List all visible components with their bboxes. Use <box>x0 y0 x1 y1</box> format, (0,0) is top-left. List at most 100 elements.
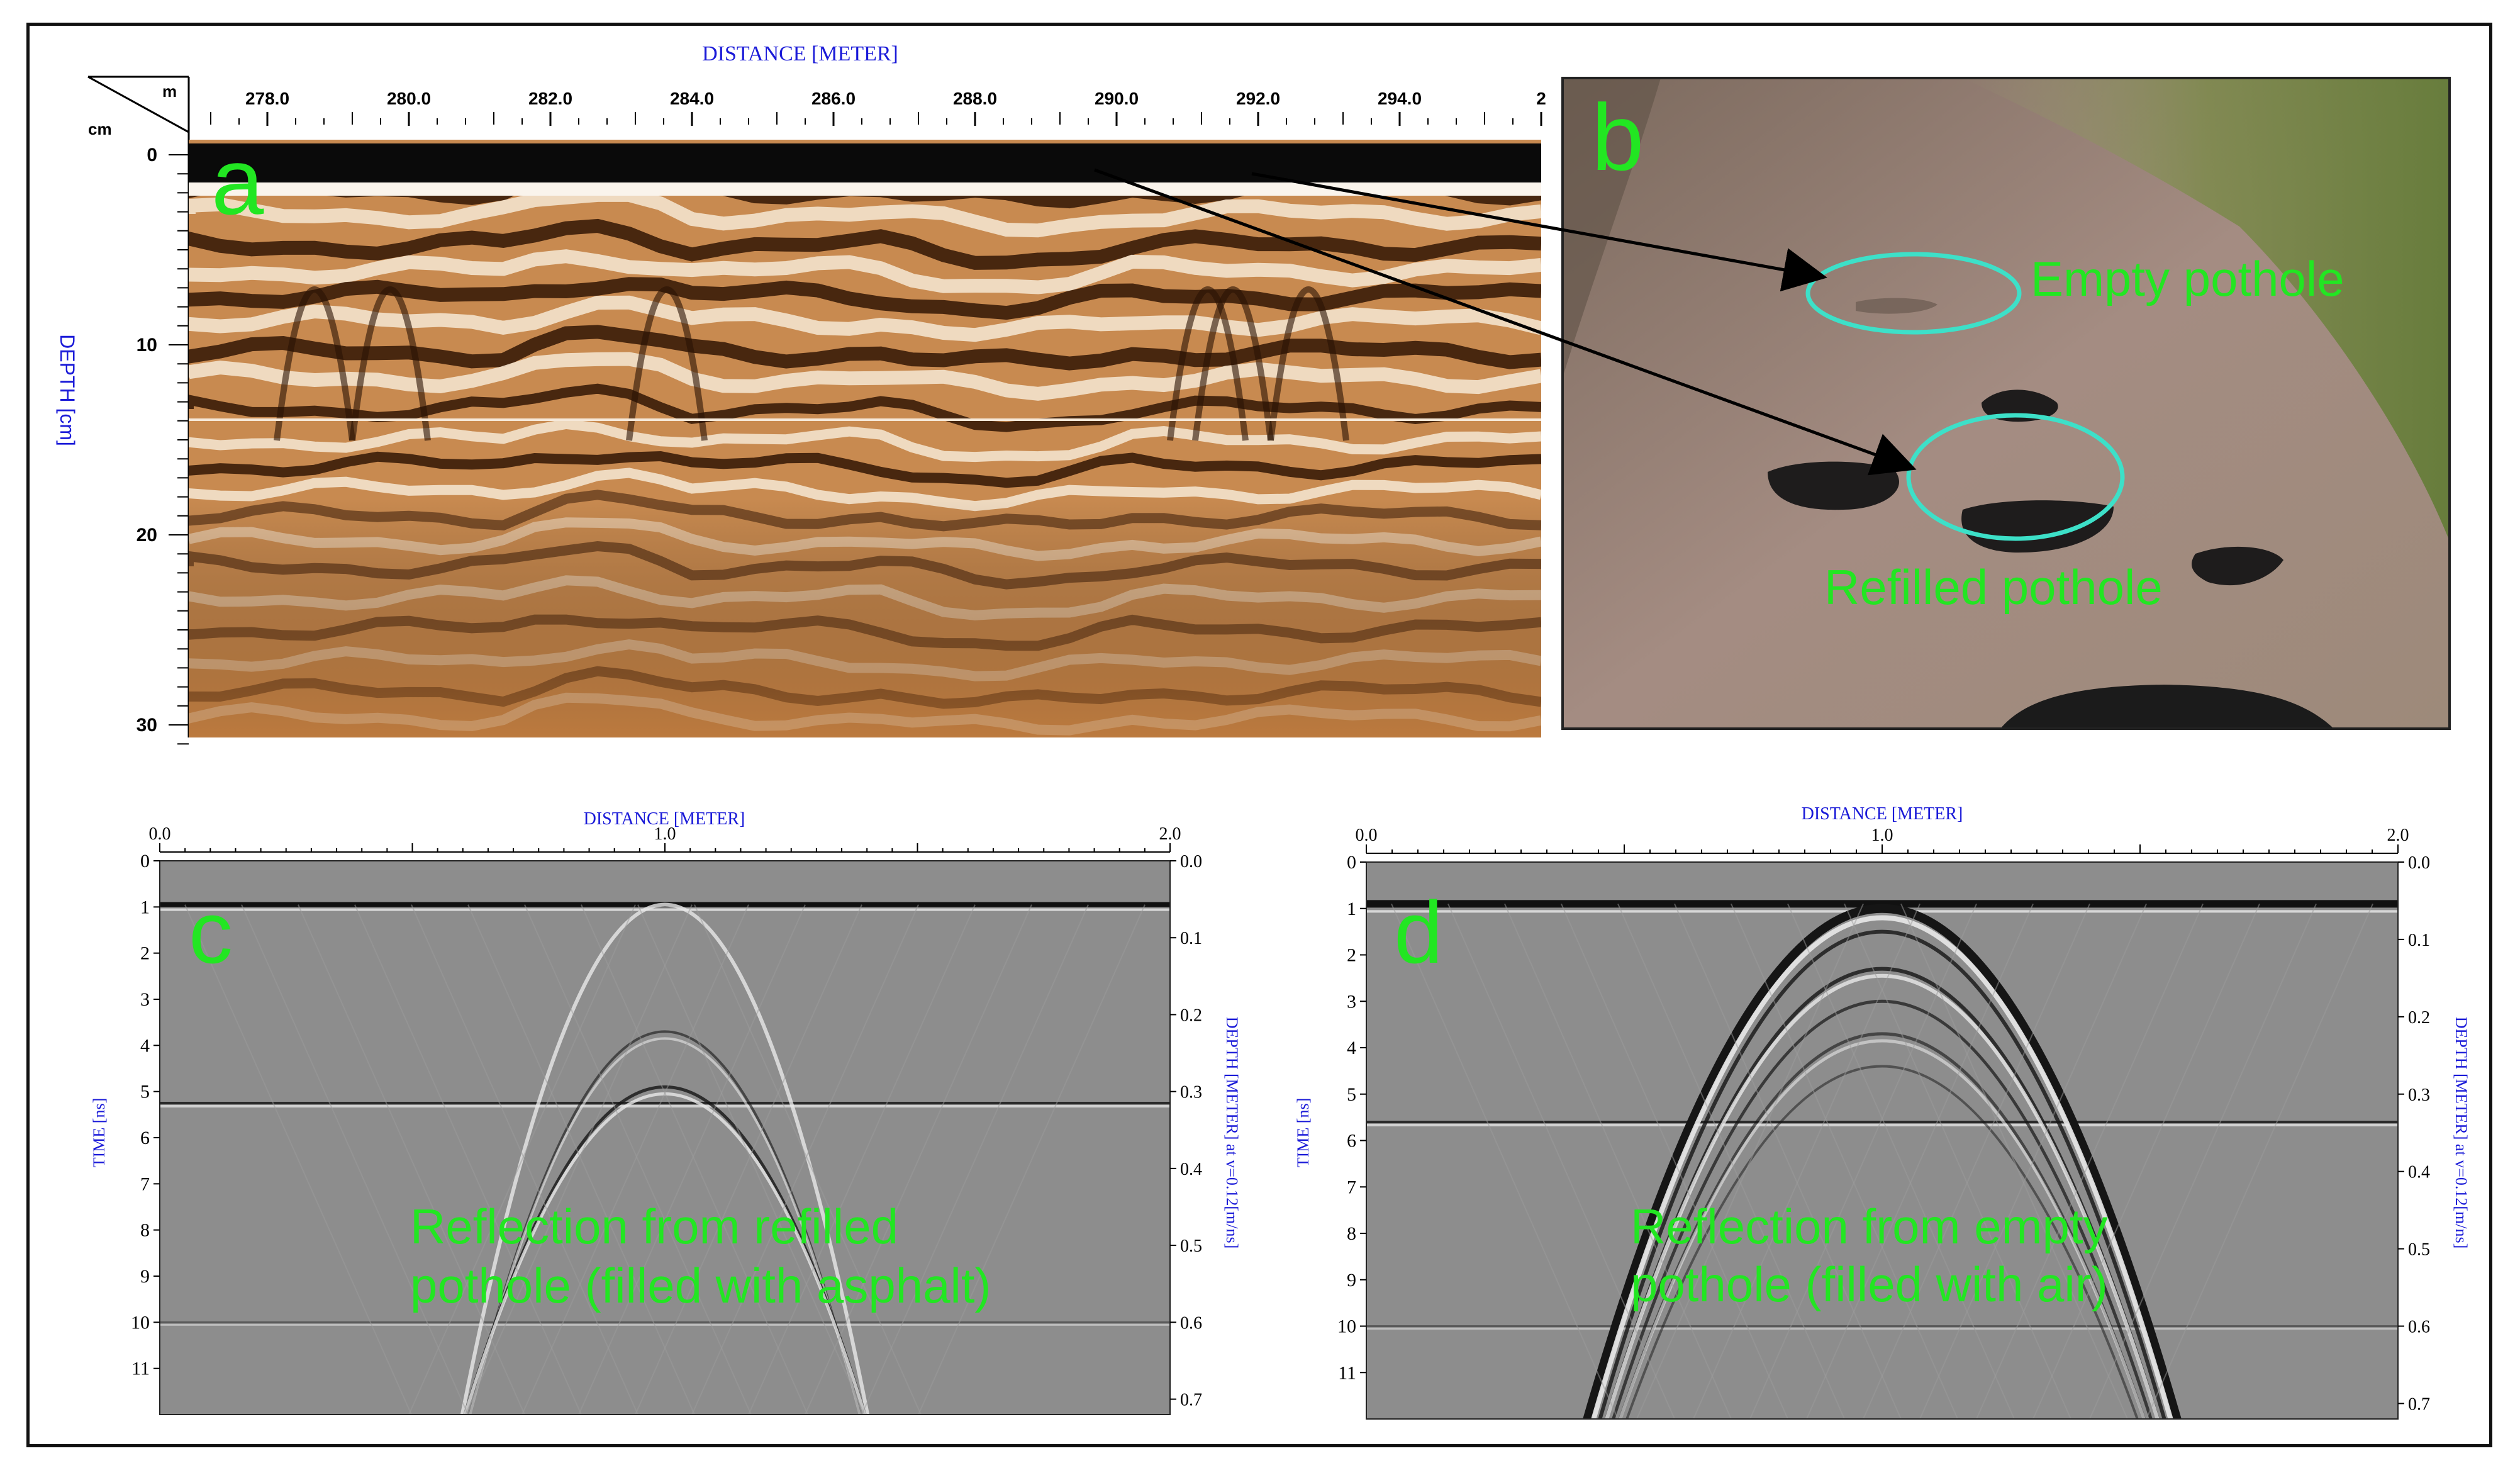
panel_c-time-tick-label: 4 <box>140 1035 150 1056</box>
panel-a-x-ticks: 278.0 280.0 282.0 284.0 286.0 288.0 290.0 292.0… <box>210 89 1546 126</box>
panel_c-diffraction-line <box>637 904 865 1415</box>
panel_d-hyperbola <box>1583 904 2182 1419</box>
road-edge-left <box>1563 78 1661 378</box>
panel-a-x-tick-label: 288.0 <box>953 89 997 108</box>
panel_d-hyperbola <box>1605 973 2160 1419</box>
panel_c-diffraction-line <box>465 904 693 1415</box>
panel_d-diffraction-line <box>1617 903 1845 1419</box>
panel_d-diffraction-line <box>2146 903 2373 1419</box>
panel-a-y-ticks: 0 10 20 30 <box>137 145 189 745</box>
panel_c-diffraction-line <box>918 904 1146 1415</box>
panel_d-time-tick-label: 10 <box>1337 1316 1356 1337</box>
panel-c-depth-label: DEPTH [METER] at v=0.12[m/ns] <box>1223 1017 1241 1249</box>
panel_c-time-tick-label: 3 <box>140 989 150 1010</box>
panel_c-time-tick-label: 1 <box>140 897 150 917</box>
panel_d-diffraction-line <box>1391 903 1619 1419</box>
panel_c-time-tick-label: 8 <box>140 1220 150 1241</box>
panel_c-depth-tick-label: 0.1 <box>1180 929 1202 948</box>
panel_c-diffraction-line <box>581 904 808 1415</box>
panel_d-diffraction-line <box>1674 903 1902 1419</box>
panel-a-letter: a <box>211 128 264 234</box>
empty-pothole-ellipse <box>1805 252 2022 335</box>
panel_d-depth-tick-label: 0.5 <box>2408 1240 2430 1260</box>
panel-d-depth-label: DEPTH [METER] at v=0.12[m/ns] <box>2452 1017 2470 1249</box>
panel_d-depth-tick-label: 0.3 <box>2408 1085 2430 1105</box>
panel-d-image <box>1366 862 2398 1419</box>
panel_d-diffraction-line <box>1976 903 2204 1419</box>
panel-a-y-tick-label: 10 <box>137 335 157 356</box>
panel-a-x-tick-label: 278.0 <box>245 89 289 108</box>
panel-a-x-tick-label: 290.0 <box>1095 89 1139 108</box>
panel-a-x-tick-label: 286.0 <box>811 89 856 108</box>
panel_c-time-tick-label: 5 <box>140 1082 150 1102</box>
panel_d-diffraction-line <box>1504 903 1732 1419</box>
panel-d-time-label: TIME [ns] <box>1294 1098 1312 1167</box>
panel_d-x-tick-label: 0.0 <box>1356 826 1378 845</box>
panel_d-time-tick-label: 4 <box>1347 1038 1356 1058</box>
figure-frame <box>26 23 2492 1447</box>
panel-d-simulation: DISTANCE [METER] 0.0 1.0 2.0 0 1 2 3 4 5 6 7 8 9 10 11… <box>1294 804 2470 1420</box>
panel_d-hyperbola <box>1612 999 2153 1419</box>
panel_c-diffraction-line <box>578 904 806 1415</box>
panel_d-depth-tick-label: 0.0 <box>2408 853 2430 873</box>
panel_d-hyperbola <box>1625 1065 2139 1419</box>
panel_c-time-tick-label: 0 <box>140 851 150 872</box>
panel-a-y-tick-label: 20 <box>137 525 157 546</box>
corner-diagonal <box>87 76 189 133</box>
panel_c-diffraction-line <box>861 904 1089 1415</box>
panel_c-diffraction-line <box>408 904 636 1415</box>
panel_c-depth-tick-label: 0.3 <box>1180 1083 1202 1102</box>
panel_c-diffraction-line <box>694 904 922 1415</box>
panel_d-time-tick-label: 7 <box>1347 1177 1356 1197</box>
panel_d-time-tick-label: 2 <box>1347 945 1356 966</box>
panel_c-diffraction-line <box>635 904 862 1415</box>
panel_c-diffraction-line <box>467 904 695 1415</box>
panel-d-axis-title: DISTANCE [METER] <box>1802 804 1963 824</box>
panel_d-time-tick-label: 6 <box>1347 1131 1356 1152</box>
panel-a-x-tick-label: 282.0 <box>528 89 572 108</box>
panel_c-depth-tick-label: 0.6 <box>1180 1313 1202 1333</box>
panel_c-time-tick-label: 9 <box>140 1266 150 1287</box>
panel_d-diffraction-line <box>1561 903 1788 1419</box>
arrow-to-empty-pothole <box>1251 172 1827 292</box>
arrow-to-refilled-pothole <box>1094 168 1917 476</box>
panel-c-axis-title: DISTANCE [METER] <box>584 809 745 829</box>
panel-b-photo: b Empty pothole Refilled pothole <box>1561 77 2451 730</box>
panel_d-time-tick-label: 8 <box>1347 1223 1356 1244</box>
panel_d-diffraction-line <box>1806 903 2034 1419</box>
panel_d-depth-tick-label: 0.6 <box>2408 1318 2430 1337</box>
panel-a-x-tick-label: 280.0 <box>387 89 431 108</box>
panel_c-depth-tick-label: 0.0 <box>1180 852 1202 872</box>
panel_c-time-tick-label: 7 <box>140 1174 150 1194</box>
panel_d-depth-tick-label: 0.7 <box>2408 1394 2430 1414</box>
panel_c-depth-tick-label: 0.5 <box>1180 1236 1202 1256</box>
panel-a-y-tick-label: 30 <box>137 715 157 736</box>
panel-a-x-tick-label: 2 <box>1536 89 1546 108</box>
panel-a-radargram: DISTANCE [METER] m cm 278.0 280.0 282.0 284… <box>56 42 1546 745</box>
panel-a-unit-cm: cm <box>88 120 112 138</box>
panel_d-diffraction-line <box>1863 903 2090 1419</box>
vehicle-hood <box>2000 685 2334 729</box>
panel_d-hyperbola <box>1591 915 2173 1419</box>
panel-a-x-tick-label: 292.0 <box>1236 89 1280 108</box>
panel_c-diffraction-line <box>691 904 919 1415</box>
panel-d-annotation-line1: Reflection from empty <box>1631 1199 2108 1254</box>
grass-area <box>1963 78 2450 541</box>
panel_d-time-tick-label: 3 <box>1347 991 1356 1012</box>
panel_d-time-tick-label: 5 <box>1347 1084 1356 1105</box>
panel-c-time-label: TIME [ns] <box>90 1098 108 1167</box>
panel-a-image <box>189 140 1541 737</box>
panel_d-diffraction-line <box>1731 903 1958 1419</box>
panel_c-time-tick-label: 11 <box>131 1359 150 1379</box>
panel_c-diffraction-line <box>354 904 582 1415</box>
panel_c-time-tick-label: 10 <box>131 1312 150 1333</box>
panel_d-diffraction-line <box>1900 903 2128 1419</box>
panel-d-letter: d <box>1394 883 1443 982</box>
panel_d-diffraction-line <box>1447 903 1675 1419</box>
panel_d-time-tick-label: 0 <box>1347 852 1356 873</box>
panel_c-diffraction-line <box>184 904 412 1415</box>
panel-c-simulation: DISTANCE [METER] 0.0 1.0 2.0 0 1 2 3 4 5 6 7 8 9 10 11… <box>90 809 1241 1415</box>
panel_c-diffraction-line <box>524 904 752 1415</box>
empty-pothole-label: Empty pothole <box>2031 251 2344 306</box>
panel-a-x-tick-label: 294.0 <box>1378 89 1422 108</box>
